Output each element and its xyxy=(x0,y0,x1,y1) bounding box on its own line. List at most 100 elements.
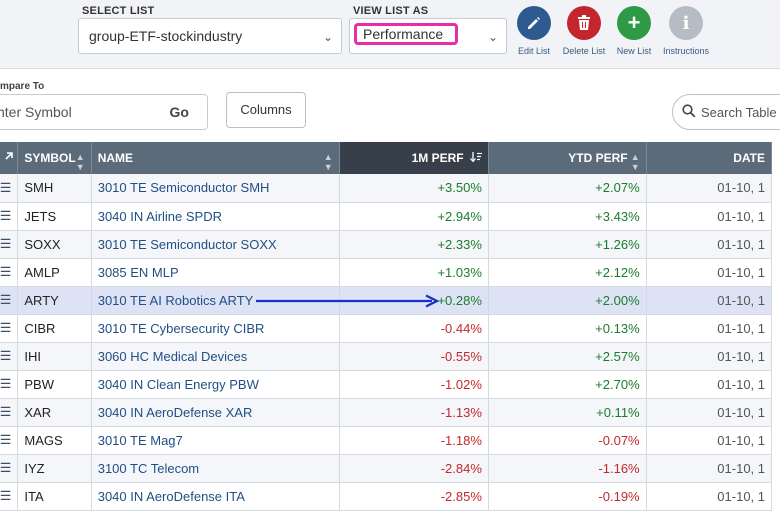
instructions-button[interactable]: i Instructions xyxy=(660,6,712,56)
row-handle[interactable]: ☰ xyxy=(0,398,19,427)
ytd-perf-cell: +2.70% xyxy=(488,370,647,399)
ytd-perf-cell: +3.43% xyxy=(488,202,647,231)
new-list-label: New List xyxy=(616,46,652,56)
columns-button[interactable]: Columns xyxy=(226,92,306,128)
compare-symbol-input[interactable]: nter Symbol Go xyxy=(0,94,208,130)
ytd-perf-cell: -0.19% xyxy=(488,482,647,511)
ytd-column-header[interactable]: YTD PERF ▲ ▼ xyxy=(488,142,647,174)
name-cell[interactable]: 3100 TC Telecom xyxy=(91,454,340,483)
symbol-cell[interactable]: CIBR xyxy=(17,314,92,343)
perf-1m-column-header[interactable]: 1M PERF xyxy=(339,142,489,174)
symbol-cell[interactable]: SMH xyxy=(17,174,92,203)
view-list-highlight: Performance xyxy=(354,23,458,45)
row-handle[interactable]: ☰ xyxy=(0,342,19,371)
symbol-cell[interactable]: PBW xyxy=(17,370,92,399)
row-handle[interactable]: ☰ xyxy=(0,174,19,203)
symbol-cell[interactable]: AMLP xyxy=(17,258,92,287)
name-cell[interactable]: 3010 TE Mag7 xyxy=(91,426,340,455)
select-list-dropdown[interactable]: group-ETF-stockindustry ⌄ xyxy=(78,18,342,54)
date-cell: 01-10, 1 xyxy=(646,286,773,315)
date-cell: 01-10, 1 xyxy=(646,482,773,511)
row-handle[interactable]: ☰ xyxy=(0,426,19,455)
row-handle[interactable]: ☰ xyxy=(0,314,19,343)
ytd-perf-cell: +2.07% xyxy=(488,174,647,203)
plus-icon: + xyxy=(617,6,651,40)
hamburger-icon: ☰ xyxy=(0,460,12,475)
edit-list-button[interactable]: Edit List xyxy=(508,6,560,56)
search-table-input[interactable]: Search Table xyxy=(672,94,780,130)
hamburger-icon: ☰ xyxy=(0,208,12,223)
perf-1m-cell: -2.84% xyxy=(339,454,489,483)
ytd-perf-cell: +0.13% xyxy=(488,314,647,343)
perf-1m-cell: +1.03% xyxy=(339,258,489,287)
date-cell: 01-10, 1 xyxy=(646,202,773,231)
hamburger-icon: ☰ xyxy=(0,404,12,419)
perf-1m-cell: -1.13% xyxy=(339,398,489,427)
symbol-cell[interactable]: ARTY xyxy=(17,286,92,315)
view-list-dropdown[interactable]: Performance ⌄ xyxy=(349,18,507,54)
date-cell: 01-10, 1 xyxy=(646,258,773,287)
name-cell[interactable]: 3040 IN AeroDefense XAR xyxy=(91,398,340,427)
symbol-cell[interactable]: ITA xyxy=(17,482,92,511)
symbol-cell[interactable]: XAR xyxy=(17,398,92,427)
go-button[interactable]: Go xyxy=(169,104,189,120)
table-row[interactable]: ☰ CIBR 3010 TE Cybersecurity CIBR -0.44% +0.… xyxy=(0,314,773,343)
row-handle[interactable]: ☰ xyxy=(0,482,19,511)
trash-icon xyxy=(567,6,601,40)
ytd-perf-cell: +1.26% xyxy=(488,230,647,259)
ytd-perf-cell: +2.12% xyxy=(488,258,647,287)
date-cell: 01-10, 1 xyxy=(646,314,773,343)
table-row[interactable]: ☰ ITA 3040 IN AeroDefense ITA -2.85% -0.19% 0… xyxy=(0,482,773,511)
date-cell: 01-10, 1 xyxy=(646,398,773,427)
name-cell[interactable]: 3085 EN MLP xyxy=(91,258,340,287)
date-cell: 01-10, 1 xyxy=(646,454,773,483)
hamburger-icon: ☰ xyxy=(0,432,12,447)
symbol-header-label: SYMBOL xyxy=(24,151,76,165)
expand-column-header[interactable] xyxy=(0,142,19,174)
table-row[interactable]: ☰ AMLP 3085 EN MLP +1.03% +2.12% 01-10, 1 xyxy=(0,258,773,287)
annotation-arrow-icon xyxy=(256,294,440,308)
symbol-cell[interactable]: MAGS xyxy=(17,426,92,455)
row-handle[interactable]: ☰ xyxy=(0,286,19,315)
row-handle[interactable]: ☰ xyxy=(0,230,19,259)
name-cell[interactable]: 3040 IN Airline SPDR xyxy=(91,202,340,231)
row-handle[interactable]: ☰ xyxy=(0,202,19,231)
name-column-header[interactable]: NAME ▲ ▼ xyxy=(91,142,340,174)
date-column-header[interactable]: DATE xyxy=(646,142,773,174)
table-row[interactable]: ☰ IHI 3060 HC Medical Devices -0.55% +2.57% 0… xyxy=(0,342,773,371)
name-cell[interactable]: 3010 TE Cybersecurity CIBR xyxy=(91,314,340,343)
perf-1m-cell: -2.85% xyxy=(339,482,489,511)
expand-icon xyxy=(5,152,14,160)
date-header-label: DATE xyxy=(733,151,765,165)
table-row[interactable]: ☰ XAR 3040 IN AeroDefense XAR -1.13% +0.11% 0… xyxy=(0,398,773,427)
table-row[interactable]: ☰ SMH 3010 TE Semiconductor SMH +3.50% +2.07… xyxy=(0,174,773,203)
table-row[interactable]: ☰ JETS 3040 IN Airline SPDR +2.94% +3.43% 01-… xyxy=(0,202,773,231)
table-row[interactable]: ☰ IYZ 3100 TC Telecom -2.84% -1.16% 01-10, 1 xyxy=(0,454,773,483)
name-cell[interactable]: 3040 IN AeroDefense ITA xyxy=(91,482,340,511)
sort-descending-icon xyxy=(469,152,482,163)
ytd-perf-cell: -1.16% xyxy=(488,454,647,483)
row-handle[interactable]: ☰ xyxy=(0,454,19,483)
perf-1m-cell: -1.02% xyxy=(339,370,489,399)
row-handle[interactable]: ☰ xyxy=(0,258,19,287)
name-cell[interactable]: 3040 IN Clean Energy PBW xyxy=(91,370,340,399)
symbol-cell[interactable]: SOXX xyxy=(17,230,92,259)
table-row[interactable]: ☰ SOXX 3010 TE Semiconductor SOXX +2.33% +1.… xyxy=(0,230,773,259)
symbol-column-header[interactable]: SYMBOL ▲ ▼ xyxy=(17,142,92,174)
symbol-cell[interactable]: JETS xyxy=(17,202,92,231)
row-handle[interactable]: ☰ xyxy=(0,370,19,399)
new-list-button[interactable]: + New List xyxy=(608,6,660,56)
name-cell[interactable]: 3010 TE Semiconductor SOXX xyxy=(91,230,340,259)
table-row[interactable]: ☰ PBW 3040 IN Clean Energy PBW -1.02% +2.70%… xyxy=(0,370,773,399)
search-table-placeholder: Search Table xyxy=(701,105,777,120)
hamburger-icon: ☰ xyxy=(0,320,12,335)
name-cell[interactable]: 3010 TE Semiconductor SMH xyxy=(91,174,340,203)
hamburger-icon: ☰ xyxy=(0,376,12,391)
delete-list-button[interactable]: Delete List xyxy=(558,6,610,56)
symbol-cell[interactable]: IHI xyxy=(17,342,92,371)
table-row[interactable]: ☰ MAGS 3010 TE Mag7 -1.18% -0.07% 01-10, 1 xyxy=(0,426,773,455)
symbol-cell[interactable]: IYZ xyxy=(17,454,92,483)
name-cell[interactable]: 3060 HC Medical Devices xyxy=(91,342,340,371)
delete-list-label: Delete List xyxy=(562,46,606,56)
sort-icon: ▲ ▼ xyxy=(323,152,333,172)
